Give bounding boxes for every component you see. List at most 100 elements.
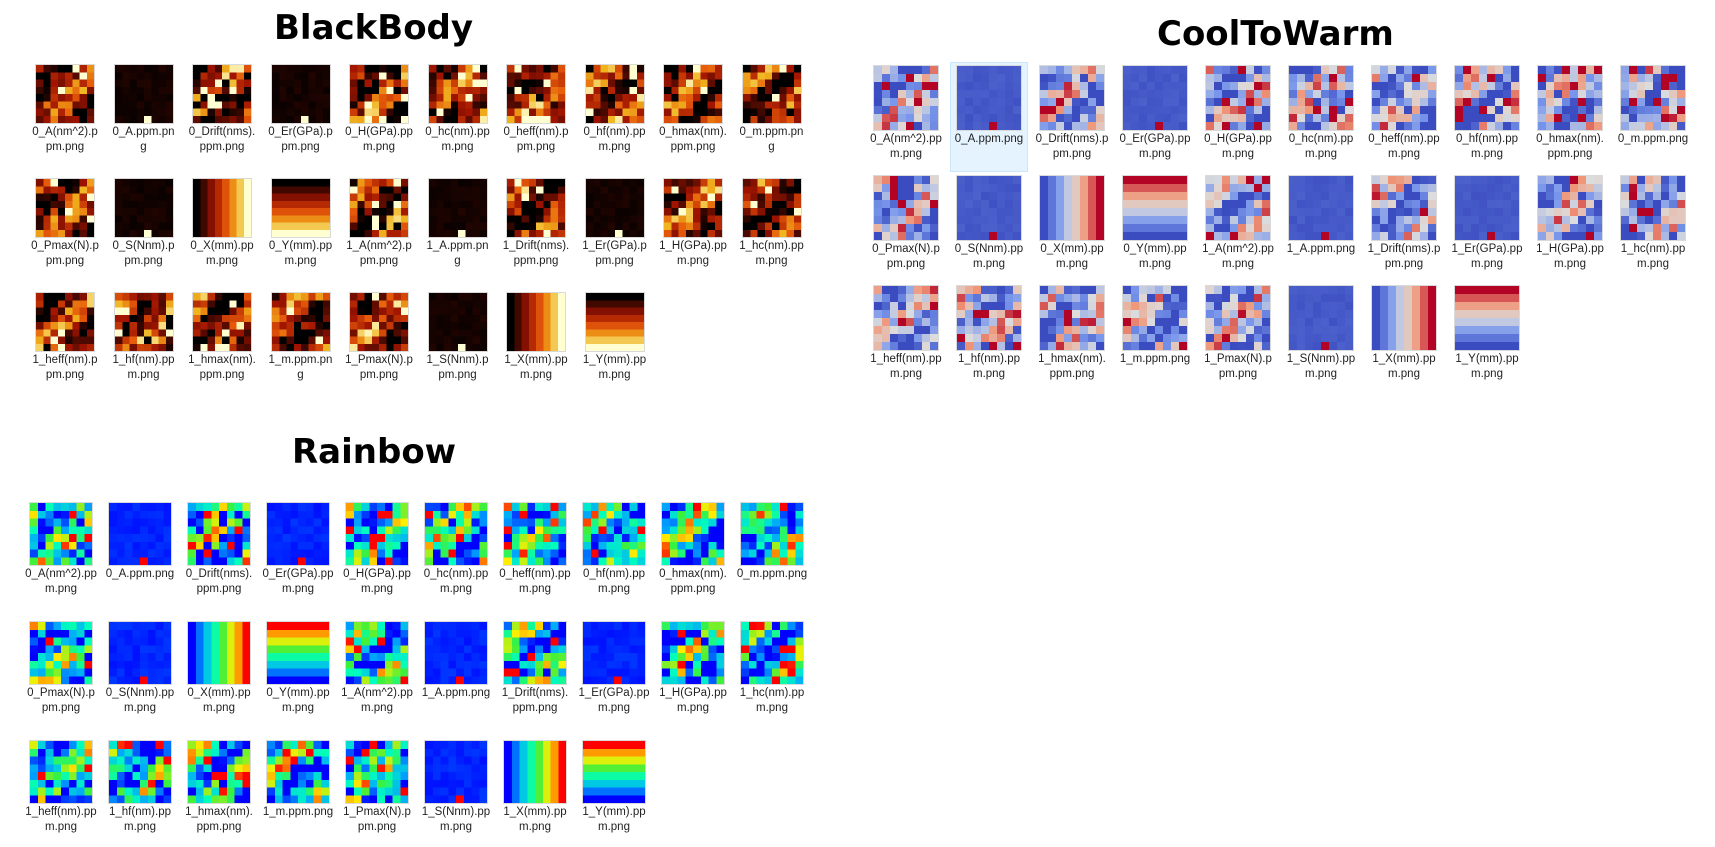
- file-item[interactable]: 0_Er(GPa).ppm.png: [266, 62, 336, 170]
- file-item[interactable]: 0_m.ppm.png: [735, 500, 809, 608]
- file-item[interactable]: 0_A.ppm.png: [950, 62, 1028, 172]
- file-item[interactable]: 1_hc(nm).ppm.png: [737, 176, 807, 284]
- file-item[interactable]: 1_H(GPa).ppm.png: [1532, 173, 1608, 281]
- file-item[interactable]: 1_heff(nm).ppm.png: [868, 283, 944, 391]
- file-item[interactable]: 1_X(mm).ppm.png: [501, 290, 571, 398]
- file-item[interactable]: 0_X(mm).ppm.png: [187, 176, 257, 284]
- file-item[interactable]: 0_hc(nm).ppm.png: [423, 62, 493, 170]
- file-item[interactable]: 1_Drift(nms).ppm.png: [501, 176, 571, 284]
- file-item[interactable]: 0_Y(mm).ppm.png: [266, 176, 336, 284]
- file-name-label: 0_hc(nm).ppm.png: [425, 126, 490, 153]
- file-item[interactable]: 0_hmax(nm).ppm.png: [1532, 63, 1608, 171]
- file-item[interactable]: 0_hc(nm).ppm.png: [419, 500, 493, 608]
- file-item[interactable]: 0_S(Nnm).ppm.png: [951, 173, 1027, 281]
- file-item[interactable]: 1_heff(nm).ppm.png: [30, 290, 100, 398]
- file-item[interactable]: 1_X(mm).ppm.png: [498, 738, 572, 846]
- file-item[interactable]: 1_heff(nm).ppm.png: [24, 738, 98, 846]
- file-item[interactable]: 0_Er(GPa).ppm.png: [1117, 63, 1193, 171]
- file-item[interactable]: 0_H(GPa).ppm.png: [340, 500, 414, 608]
- file-item[interactable]: 0_m.ppm.png: [1615, 63, 1691, 171]
- file-item[interactable]: 1_m.ppm.png: [266, 290, 336, 398]
- file-item[interactable]: 0_H(GPa).ppm.png: [344, 62, 414, 170]
- file-item[interactable]: 1_A.ppm.png: [423, 176, 493, 284]
- file-item[interactable]: 1_Drift(nms).ppm.png: [498, 619, 572, 727]
- file-item[interactable]: 0_heff(nm).ppm.png: [501, 62, 571, 170]
- file-name-label: 0_A.ppm.png: [105, 568, 175, 580]
- file-item[interactable]: 1_Y(mm).ppm.png: [580, 290, 650, 398]
- file-item[interactable]: 0_hf(nm).ppm.png: [577, 500, 651, 608]
- file-item[interactable]: 1_A.ppm.png: [419, 619, 493, 727]
- file-item[interactable]: 1_Pmax(N).ppm.png: [1200, 283, 1276, 391]
- file-item[interactable]: 1_X(mm).ppm.png: [1366, 283, 1442, 391]
- file-item[interactable]: 1_S(Nnm).ppm.png: [1283, 283, 1359, 391]
- thumbnail-image: [114, 65, 173, 123]
- file-item[interactable]: 0_heff(nm).ppm.png: [498, 500, 572, 608]
- thumbnail-image: [425, 503, 487, 565]
- file-item[interactable]: 1_Y(mm).ppm.png: [577, 738, 651, 846]
- file-item[interactable]: 0_X(mm).ppm.png: [1034, 173, 1110, 281]
- file-item[interactable]: 0_Drift(nms).ppm.png: [187, 62, 257, 170]
- file-item[interactable]: 1_hf(nm).ppm.png: [103, 738, 177, 846]
- file-item[interactable]: 1_S(Nnm).ppm.png: [419, 738, 493, 846]
- file-item[interactable]: 0_A(nm^2).ppm.png: [868, 63, 944, 171]
- file-item[interactable]: 1_H(GPa).ppm.png: [656, 619, 730, 727]
- file-item[interactable]: 0_Y(mm).ppm.png: [261, 619, 335, 727]
- file-name-label: 0_hmax(nm).ppm.png: [659, 568, 727, 595]
- file-item[interactable]: 1_hf(nm).ppm.png: [109, 290, 179, 398]
- file-item[interactable]: 0_A(nm^2).ppm.png: [30, 62, 100, 170]
- file-item[interactable]: 0_hc(nm).ppm.png: [1283, 63, 1359, 171]
- file-item[interactable]: 1_A(nm^2).ppm.png: [344, 176, 414, 284]
- file-item[interactable]: 0_S(Nnm).ppm.png: [109, 176, 179, 284]
- file-item[interactable]: 1_A.ppm.png: [1283, 173, 1359, 281]
- thumbnail-image: [114, 179, 173, 237]
- thumbnail-image: [1621, 66, 1685, 130]
- thumbnail-image: [30, 503, 92, 565]
- file-item[interactable]: 1_A(nm^2).ppm.png: [340, 619, 414, 727]
- file-item[interactable]: 0_Drift(nms).ppm.png: [182, 500, 256, 608]
- file-item[interactable]: 1_hf(nm).ppm.png: [951, 283, 1027, 391]
- file-item[interactable]: 0_hf(nm).ppm.png: [1449, 63, 1525, 171]
- file-name-label: 1_A.ppm.png: [421, 687, 491, 699]
- file-item[interactable]: 1_Pmax(N).ppm.png: [344, 290, 414, 398]
- file-item[interactable]: 1_A(nm^2).ppm.png: [1200, 173, 1276, 281]
- file-item[interactable]: 1_hc(nm).ppm.png: [1615, 173, 1691, 281]
- file-item[interactable]: 1_Drift(nms).ppm.png: [1366, 173, 1442, 281]
- file-item[interactable]: 0_hf(nm).ppm.png: [580, 62, 650, 170]
- file-item[interactable]: 0_Pmax(N).ppm.png: [30, 176, 100, 284]
- file-item[interactable]: 1_H(GPa).ppm.png: [658, 176, 728, 284]
- panel-title-rainbow: Rainbow: [292, 432, 457, 472]
- file-item[interactable]: 0_S(Nnm).ppm.png: [103, 619, 177, 727]
- file-item[interactable]: 1_m.ppm.png: [1117, 283, 1193, 391]
- file-item[interactable]: 0_A.ppm.png: [103, 500, 177, 608]
- file-name-label: 0_H(GPa).ppm.png: [345, 126, 413, 153]
- file-item[interactable]: 1_Pmax(N).ppm.png: [340, 738, 414, 846]
- file-item[interactable]: 1_hc(nm).ppm.png: [735, 619, 809, 727]
- file-item[interactable]: 0_A.ppm.png: [109, 62, 179, 170]
- file-item[interactable]: 1_hmax(nm).ppm.png: [1034, 283, 1110, 391]
- file-item[interactable]: 1_m.ppm.png: [261, 738, 335, 846]
- file-item[interactable]: 1_hmax(nm).ppm.png: [187, 290, 257, 398]
- file-name-label: 1_hf(nm).ppm.png: [957, 353, 1020, 380]
- file-item[interactable]: 0_hmax(nm).ppm.png: [656, 500, 730, 608]
- file-item[interactable]: 0_H(GPa).ppm.png: [1200, 63, 1276, 171]
- thumbnail-image: [507, 293, 565, 351]
- file-item[interactable]: 0_X(mm).ppm.png: [182, 619, 256, 727]
- file-item[interactable]: 1_Y(mm).ppm.png: [1449, 283, 1525, 391]
- file-name-label: 0_Y(mm).ppm.png: [268, 240, 333, 267]
- file-item[interactable]: 0_Y(mm).ppm.png: [1117, 173, 1193, 281]
- file-item[interactable]: 1_hmax(nm).ppm.png: [182, 738, 256, 846]
- file-item[interactable]: 0_Pmax(N).ppm.png: [868, 173, 944, 281]
- file-item[interactable]: 1_Er(GPa).ppm.png: [580, 176, 650, 284]
- file-name-label: 0_m.ppm.png: [739, 126, 804, 153]
- file-item[interactable]: 0_Pmax(N).ppm.png: [24, 619, 98, 727]
- file-item[interactable]: 0_Er(GPa).ppm.png: [261, 500, 335, 608]
- file-item[interactable]: 0_heff(nm).ppm.png: [1366, 63, 1442, 171]
- file-item[interactable]: 0_A(nm^2).ppm.png: [24, 500, 98, 608]
- file-item[interactable]: 1_S(Nnm).ppm.png: [423, 290, 493, 398]
- file-item[interactable]: 0_hmax(nm).ppm.png: [658, 62, 728, 170]
- file-item[interactable]: 0_m.ppm.png: [737, 62, 807, 170]
- file-item[interactable]: 1_Er(GPa).ppm.png: [1449, 173, 1525, 281]
- file-item[interactable]: 0_Drift(nms).ppm.png: [1034, 63, 1110, 171]
- file-item[interactable]: 1_Er(GPa).ppm.png: [577, 619, 651, 727]
- thumbnail-image: [1455, 286, 1519, 350]
